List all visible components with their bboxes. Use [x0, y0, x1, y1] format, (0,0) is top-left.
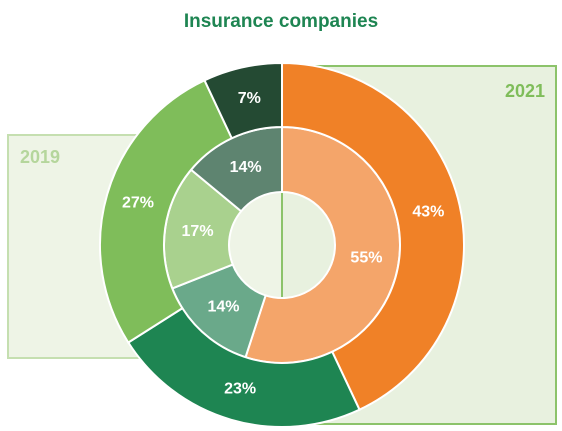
- donut-slice: [99, 78, 234, 344]
- data-label: 14%: [207, 299, 239, 316]
- data-label: 14%: [230, 159, 262, 176]
- donut-slice: [126, 306, 361, 428]
- data-label: 43%: [412, 203, 444, 220]
- data-label: 17%: [182, 223, 214, 240]
- series-label: 2019: [20, 147, 60, 167]
- data-label: 7%: [238, 90, 261, 107]
- series-label: 2021: [505, 81, 545, 101]
- data-label: 23%: [224, 380, 256, 397]
- donut-slice: [281, 61, 465, 412]
- data-label: 27%: [122, 194, 154, 211]
- data-label: 55%: [350, 250, 382, 267]
- donut-slice: [203, 61, 283, 140]
- chart-title: Insurance companies: [184, 11, 378, 32]
